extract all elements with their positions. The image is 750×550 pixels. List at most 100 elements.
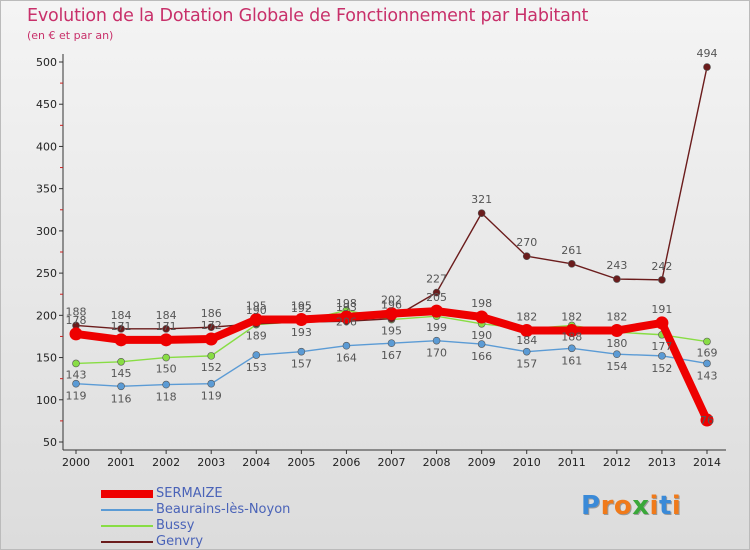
data-label: 180	[606, 337, 627, 350]
data-label: 261	[561, 244, 582, 257]
data-point	[385, 307, 398, 321]
data-point	[432, 336, 441, 345]
legend-label-genvry: Genvry	[156, 534, 204, 549]
x-tick-label: 2006	[332, 456, 360, 469]
logo-letter: o	[613, 491, 633, 521]
data-label: 243	[606, 259, 627, 272]
data-label: 143	[66, 368, 87, 381]
x-tick-label: 2008	[423, 456, 451, 469]
data-label: 182	[561, 311, 582, 324]
data-label: 143	[697, 369, 718, 382]
axes: 50 100 150 200 250 300 350 400 450 500 2000 2001 200…	[36, 54, 726, 469]
data-label: 167	[381, 349, 402, 362]
data-label: 119	[201, 390, 222, 403]
logo-letter: P	[581, 491, 601, 521]
x-tick-label: 2013	[648, 456, 676, 469]
data-label: 198	[336, 297, 357, 310]
data-label: 494	[697, 47, 718, 60]
data-label: 189	[246, 330, 267, 343]
data-label: 193	[291, 326, 312, 339]
data-label: 154	[606, 360, 627, 373]
data-label: 164	[336, 352, 357, 365]
data-point	[522, 252, 531, 261]
data-point	[387, 339, 396, 348]
x-tick-label: 2003	[197, 456, 225, 469]
data-point	[477, 209, 486, 217]
data-label: 171	[156, 320, 177, 333]
data-point	[613, 275, 621, 283]
data-point	[520, 324, 534, 338]
legend-swatch-beaurains	[101, 509, 153, 511]
data-label: 172	[201, 319, 222, 332]
data-point	[700, 413, 714, 427]
data-label: 321	[471, 193, 492, 206]
data-point	[477, 340, 486, 348]
data-label: 188	[66, 305, 87, 318]
data-point	[658, 276, 666, 284]
chart-subtitle: (en € et par an)	[27, 29, 114, 42]
logo-letter: t	[658, 491, 672, 521]
data-point	[613, 350, 621, 358]
data-point	[432, 288, 441, 297]
data-point	[69, 327, 83, 341]
data-label: 171	[111, 320, 132, 333]
data-label: 270	[516, 236, 537, 249]
data-point	[204, 332, 218, 346]
data-point	[294, 313, 308, 327]
data-labels-layer: 178 171 171 172 195 195 198 202 205 198 182 182 182 1…	[66, 47, 718, 427]
y-tick-label: 150	[36, 352, 57, 365]
data-point	[658, 352, 666, 360]
data-point	[117, 325, 125, 333]
data-point	[72, 359, 80, 368]
data-point	[162, 353, 170, 362]
y-tick-label: 300	[36, 225, 57, 238]
data-label: 161	[561, 354, 582, 367]
data-point	[475, 310, 489, 324]
y-tick-label: 400	[36, 140, 57, 153]
data-label: 152	[651, 362, 672, 375]
x-tick-label: 2009	[468, 456, 496, 469]
y-tick-label: 200	[36, 309, 57, 322]
data-label: 150	[156, 363, 177, 376]
y-tick-label: 350	[36, 183, 57, 196]
data-point	[567, 260, 576, 268]
logo-letter: i	[649, 491, 659, 521]
data-point	[522, 347, 531, 356]
series-line-3	[75, 66, 708, 330]
data-label: 169	[697, 347, 718, 360]
x-tick-label: 2004	[242, 456, 270, 469]
data-label: 157	[516, 358, 537, 371]
data-label: 195	[246, 300, 267, 313]
data-label: 196	[381, 299, 402, 312]
data-label: 182	[516, 311, 537, 324]
data-label: 198	[471, 297, 492, 310]
data-point	[207, 379, 216, 388]
data-label: 242	[651, 260, 672, 273]
data-point	[72, 379, 80, 388]
x-tick-label: 2007	[378, 456, 406, 469]
x-tick-label: 2000	[62, 456, 90, 469]
data-label: 199	[426, 321, 447, 334]
legend-swatch-genvry	[101, 541, 153, 543]
data-point	[162, 380, 170, 389]
data-label: 157	[291, 358, 312, 371]
x-tick-label: 2012	[603, 456, 631, 469]
legend-swatch-sermaize	[101, 490, 153, 498]
x-tick-label: 2002	[152, 456, 180, 469]
legend-label-bussy: Bussy	[156, 518, 195, 533]
data-point	[114, 333, 128, 347]
data-point	[339, 310, 353, 324]
data-label: 118	[156, 391, 177, 404]
data-label: 76	[700, 414, 714, 427]
legend-swatch-bussy	[101, 525, 153, 527]
data-label: 182	[606, 311, 627, 324]
x-tick-label: 2005	[287, 456, 315, 469]
logo-letter: i	[671, 491, 682, 521]
data-label: 191	[651, 303, 672, 316]
y-tick-label: 450	[36, 98, 57, 111]
logo-letter: r	[600, 491, 614, 521]
data-point	[297, 347, 306, 356]
data-point	[117, 382, 125, 391]
data-label: 188	[561, 330, 582, 343]
series-layer	[69, 63, 714, 427]
